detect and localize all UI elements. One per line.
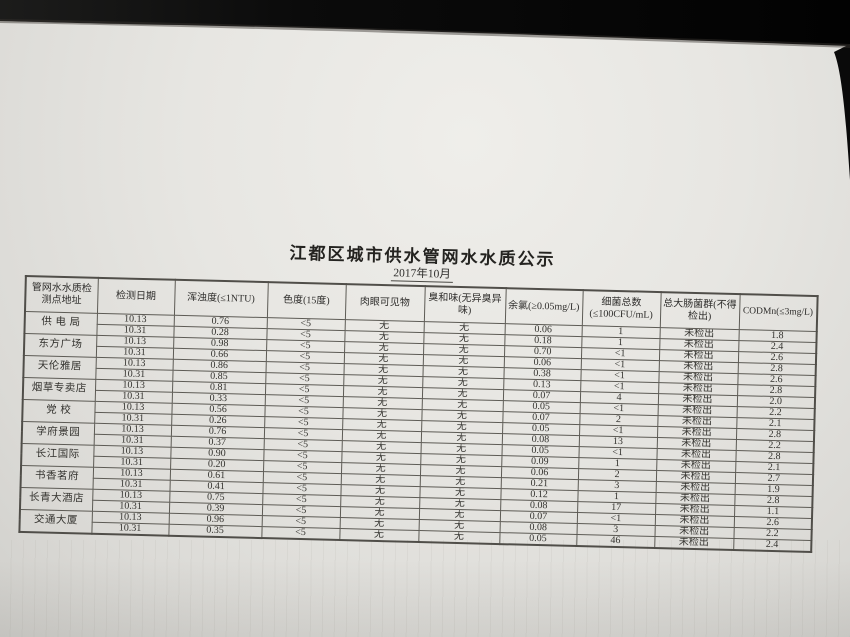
location-cell: 东方广场 <box>23 333 97 357</box>
column-header: 肉眼可见物 <box>344 283 425 322</box>
column-header: 管网水水质检测点地址 <box>24 275 98 313</box>
value-cell: 10.31 <box>91 521 169 536</box>
location-cell: 交通大厦 <box>19 509 92 534</box>
location-cell: 书香茗府 <box>20 465 94 489</box>
location-cell: 供 电 局 <box>24 311 97 335</box>
column-header: 检测日期 <box>96 277 175 315</box>
value-cell: 2.4 <box>733 538 812 552</box>
column-header: 浑浊度(≤1NTU) <box>173 279 268 318</box>
value-cell: 0.35 <box>168 523 262 538</box>
water-quality-table: 管网水水质检测点地址 检测日期 浑浊度(≤1NTU) 色度(15度) 肉眼可见物 臭和味(… <box>18 274 819 553</box>
value-cell: <5 <box>261 526 340 540</box>
dark-background-band <box>0 0 850 180</box>
location-cell: 烟草专卖店 <box>22 377 96 401</box>
paper-show-through <box>0 540 850 637</box>
column-header: 总大肠菌群(不得检出) <box>659 291 740 330</box>
location-cell: 天伦雅居 <box>23 355 96 379</box>
value-cell: 0.05 <box>499 532 577 546</box>
value-cell: 46 <box>576 534 655 548</box>
column-header: 色度(15度) <box>266 281 346 320</box>
paper-bottom-shade <box>0 560 850 637</box>
location-cell: 长青大酒店 <box>19 487 93 511</box>
location-cell: 党 校 <box>22 399 95 423</box>
page-subtitle: 2017年10月 <box>391 267 453 283</box>
column-header: 细菌总数(≤100CFU/mL) <box>581 289 661 328</box>
location-cell: 学府景园 <box>21 421 95 445</box>
printed-notice: 江都区城市供水管网水水质公示 2017年10月 管网水水质检测点地址 检测日期 浑浊… <box>18 232 819 553</box>
location-cell: 长江国际 <box>21 443 94 467</box>
column-header: CODMn(≤3mg/L) <box>738 293 818 332</box>
column-header: 臭和味(无异臭异味) <box>423 285 506 324</box>
column-header: 余氯(≥0.05mg/L) <box>504 287 583 326</box>
value-cell: 无 <box>339 528 419 542</box>
value-cell: 无 <box>418 530 500 544</box>
value-cell: 未检出 <box>654 536 734 550</box>
